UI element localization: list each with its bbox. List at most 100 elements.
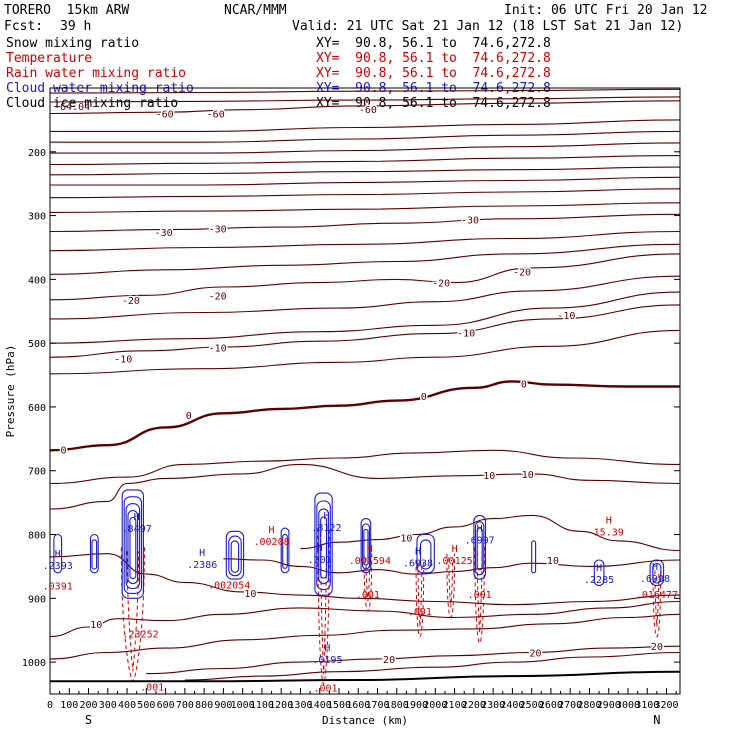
extremum-value-18: .00125 [437,556,473,567]
contour-label-22: 10 [244,589,256,600]
cloud-cell-1-ring-2 [318,508,329,585]
contour-label-11: -10 [209,344,227,355]
cloud-cell-2-ring-2 [363,528,369,566]
rain-cell-inner-0 [126,551,140,672]
contour-label-19: 10 [522,470,534,481]
x-tick-label-12: 1200 [269,700,293,711]
contour-label-5: -30 [461,215,479,226]
cloud-cell-4-ring-0 [473,514,487,580]
extremum-h-8: H [596,563,602,574]
cloud-cell-0-ring-2 [125,503,141,590]
extremum-value-19: .001 [468,590,492,601]
contour-label-6: -20 [122,296,140,307]
temperature-contour-26 [50,613,680,660]
y-tick-label-1: 300 [28,212,46,223]
temperature-contour-7 [50,166,680,176]
top-label: -64.04 [54,102,90,113]
cloud-cell-10-ring-0 [531,540,537,574]
extremum-h-5: H [199,548,205,559]
y-axis-title: Pressure (hPa) [4,345,17,438]
x-tick-label-17: 1700 [365,700,389,711]
cloud-cell-7-ring-1 [91,539,98,570]
plot-frame [49,87,681,695]
contour-label-21: 10 [547,556,559,567]
contour-label-1: -60 [207,110,225,121]
x-tick-label-6: 600 [157,700,175,711]
x-tick-label-16: 1600 [346,700,370,711]
extremum-h-3: H [477,524,483,535]
temperature-contour-3 [50,119,680,132]
cloud-contours [53,489,665,599]
temperature-contour-28 [184,651,680,681]
terrain [50,670,680,683]
field-label-temperature: Temperature [6,51,93,66]
contour-label-17: 0 [521,379,527,390]
x-axis-title: Distance (km) [322,714,408,727]
temperature-contour-21 [50,463,680,510]
x-tick-label-31: 3100 [635,700,659,711]
extremum-value-17: .001 [408,607,432,618]
x-tick-label-29: 2900 [597,700,621,711]
contour-label-9: -20 [513,268,531,279]
temperature-contour-11 [50,213,680,233]
contour-label-4: -30 [209,224,227,235]
x-tick-label-5: 500 [137,700,155,711]
x-tick-label-13: 1300 [288,700,312,711]
cloud-cell-0-ring-1 [123,496,143,594]
rain-cell-inner-1 [320,532,327,675]
extremum-h-18: H [452,544,458,555]
contour-label-25: 20 [529,649,541,660]
cloud-cell-5-ring-0 [225,530,245,580]
x-tick-label-9: 900 [214,700,232,711]
extremum-value-9: .6908 [640,574,670,585]
x-tick-label-27: 2700 [558,700,582,711]
temperature-contour-14 [50,253,680,301]
cloud-cell-0-ring-4 [129,516,137,580]
extremum-value-20: .016477 [636,590,678,601]
contour-label-13: -10 [557,311,575,322]
extremum-value-12: .23252 [122,629,158,640]
rain-cell-3 [415,560,425,638]
contour-label-10: -10 [114,354,132,365]
temperature-contour-16 [50,291,680,344]
extremum-h-6: H [317,543,323,554]
rain-contours [120,528,662,685]
x-tick-label-2: 200 [80,700,98,711]
model-name: TORERO 15km ARW [4,3,130,18]
cloud-cell-8-ring-0 [649,559,665,587]
x-tick-label-23: 2300 [481,700,505,711]
y-tick-label-4: 600 [28,403,46,414]
temperature-contour-8 [50,176,680,186]
extremum-h-4: H [55,549,61,560]
rain-cell-0 [120,547,145,682]
cloud-cell-7-ring-0 [89,533,99,574]
cloud-cell-1-ring-3 [320,516,328,579]
x-tick-label-14: 1400 [308,700,332,711]
cloud-cell-1-ring-1 [316,500,331,591]
cloud-cell-6-ring-1 [282,533,288,569]
contour-label-12: -10 [457,328,475,339]
x-tick-label-25: 2500 [520,700,544,711]
x-tick-label-20: 2000 [423,700,447,711]
rain-cell-5 [652,566,662,638]
x-end-label-right: N [653,713,660,727]
temperature-contour-25 [50,600,680,638]
x-tick-label-0: 0 [47,700,53,711]
rain-cell-inner-4 [476,551,483,633]
y-tick-label-2: 400 [28,275,46,286]
contour-label-16: 0 [421,392,427,403]
cloud-cell-4-ring-1 [474,521,485,576]
extremum-h-0: H [606,515,612,526]
extremum-value-3: .6997 [465,536,495,547]
contour-label-15: 0 [186,411,192,422]
field-label-cloud-ice: Cloud ice mixing ratio [6,96,179,111]
temperature-contour-18 [50,329,680,375]
x-tick-label-1: 100 [60,700,78,711]
temperature-contour-15 [50,275,680,320]
field-xy-temperature: XY= 90.8, 56.1 to 74.6,272.8 [316,51,551,66]
extremum-value-11: .0391 [43,582,73,593]
extremum-h-14: H [269,525,275,536]
rain-cell-1 [317,528,330,685]
temperature-contours [50,88,680,681]
